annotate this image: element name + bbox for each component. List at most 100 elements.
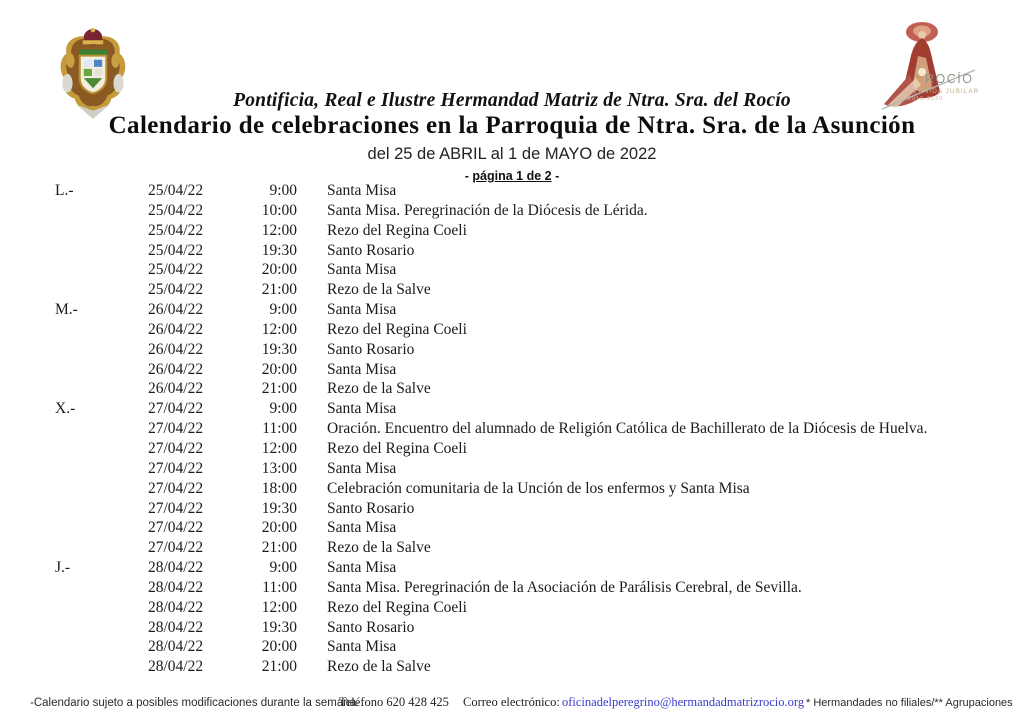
time-cell: 12:00 bbox=[261, 320, 297, 338]
column-gap bbox=[297, 598, 327, 618]
time-cell: 21:00 bbox=[261, 658, 297, 676]
date-cell: 25/04/22 bbox=[148, 201, 204, 219]
time-cell: 12:00 bbox=[261, 439, 297, 457]
event-cell: Santa Misa. Peregrinación de la Asociaci… bbox=[327, 578, 802, 596]
column-gap bbox=[297, 181, 327, 201]
table-row: L.- 25/04/22 9:00 Santa Misa bbox=[55, 181, 1007, 201]
day-cell bbox=[55, 419, 148, 439]
day-cell bbox=[55, 618, 148, 638]
day-cell bbox=[55, 598, 148, 618]
date-cell: 27/04/22 bbox=[148, 439, 204, 457]
date-cell: 28/04/22 bbox=[148, 658, 204, 676]
date-cell: 26/04/22 bbox=[148, 301, 204, 319]
time-cell: 20:00 bbox=[261, 638, 297, 656]
time-cell: 11:00 bbox=[262, 420, 297, 438]
day-cell bbox=[55, 657, 148, 677]
event-cell: Rezo de la Salve bbox=[327, 658, 431, 676]
column-gap bbox=[297, 280, 327, 300]
event-cell: Santa Misa. Peregrinación de la Diócesis… bbox=[327, 201, 648, 219]
table-row: 25/04/22 19:30 Santo Rosario bbox=[55, 241, 1007, 261]
time-cell: 12:00 bbox=[261, 598, 297, 616]
table-row: 25/04/22 20:00 Santa Misa bbox=[55, 260, 1007, 280]
table-row: 28/04/22 11:00 Santa Misa. Peregrinación… bbox=[55, 578, 1007, 598]
column-gap bbox=[297, 578, 327, 598]
day-cell bbox=[55, 499, 148, 519]
date-cell: 28/04/22 bbox=[148, 559, 204, 577]
time-cell: 13:00 bbox=[261, 459, 297, 477]
column-gap bbox=[297, 320, 327, 340]
column-gap bbox=[297, 618, 327, 638]
event-cell: Santa Misa bbox=[327, 459, 397, 477]
date-cell: 25/04/22 bbox=[148, 261, 204, 279]
time-cell: 21:00 bbox=[261, 380, 297, 398]
event-cell: Celebración comunitaria de la Unción de … bbox=[327, 479, 750, 497]
column-gap bbox=[297, 241, 327, 261]
table-row: 26/04/22 21:00 Rezo de la Salve bbox=[55, 379, 1007, 399]
column-gap bbox=[297, 300, 327, 320]
column-gap bbox=[297, 379, 327, 399]
day-cell bbox=[55, 340, 148, 360]
date-cell: 27/04/22 bbox=[148, 420, 204, 438]
footer-legend: * Hermandades no filiales/** Agrupacione… bbox=[806, 697, 1013, 709]
day-cell: L.- bbox=[55, 182, 74, 199]
date-cell: 28/04/22 bbox=[148, 638, 204, 656]
date-cell: 26/04/22 bbox=[148, 340, 204, 358]
table-row: 26/04/22 12:00 Rezo del Regina Coeli bbox=[55, 320, 1007, 340]
date-cell: 27/04/22 bbox=[148, 499, 204, 517]
day-cell bbox=[55, 201, 148, 221]
date-cell: 25/04/22 bbox=[148, 241, 204, 259]
time-cell: 9:00 bbox=[269, 559, 297, 577]
time-cell: 19:30 bbox=[261, 618, 297, 636]
day-cell bbox=[55, 221, 148, 241]
column-gap bbox=[297, 360, 327, 380]
table-row: 28/04/22 12:00 Rezo del Regina Coeli bbox=[55, 598, 1007, 618]
hermandad-crest-icon bbox=[60, 27, 126, 119]
schedule-table: L.- 25/04/22 9:00 Santa Misa 25/04/22 10… bbox=[55, 181, 1007, 677]
footer-disclaimer: -Calendario sujeto a posibles modificaci… bbox=[30, 697, 360, 709]
organization-title: Pontificia, Real e Ilustre Hermandad Mat… bbox=[233, 90, 791, 111]
event-cell: Santo Rosario bbox=[327, 499, 415, 517]
column-gap bbox=[297, 657, 327, 677]
rocio-venida-jubilar-logo: ROCÍO VENIDA JUBILAR 2019-2020 bbox=[881, 22, 979, 110]
table-row: 27/04/22 19:30 Santo Rosario bbox=[55, 499, 1007, 519]
event-cell: Rezo del Regina Coeli bbox=[327, 221, 467, 239]
table-row: 25/04/22 10:00 Santa Misa. Peregrinación… bbox=[55, 201, 1007, 221]
table-row: 28/04/22 19:30 Santo Rosario bbox=[55, 618, 1007, 638]
table-row: X.- 27/04/22 9:00 Santa Misa bbox=[55, 399, 1007, 419]
footer-email-link[interactable]: oficinadelperegrino@hermandadmatrizrocio… bbox=[562, 695, 805, 709]
day-cell bbox=[55, 538, 148, 558]
event-cell: Oración. Encuentro del alumnado de Relig… bbox=[327, 420, 928, 438]
date-cell: 26/04/22 bbox=[148, 380, 204, 398]
table-row: 26/04/22 19:30 Santo Rosario bbox=[55, 340, 1007, 360]
date-cell: 27/04/22 bbox=[148, 479, 204, 497]
day-cell bbox=[55, 379, 148, 399]
column-gap bbox=[297, 459, 327, 479]
pagination: - página 1 de 2 - bbox=[0, 169, 1024, 183]
event-cell: Rezo del Regina Coeli bbox=[327, 320, 467, 338]
column-gap bbox=[297, 439, 327, 459]
table-row: 27/04/22 20:00 Santa Misa bbox=[55, 518, 1007, 538]
event-cell: Rezo del Regina Coeli bbox=[327, 598, 467, 616]
table-row: M.- 26/04/22 9:00 Santa Misa bbox=[55, 300, 1007, 320]
time-cell: 20:00 bbox=[261, 519, 297, 537]
time-cell: 10:00 bbox=[261, 201, 297, 219]
date-cell: 28/04/22 bbox=[148, 598, 204, 616]
table-row: 27/04/22 18:00 Celebración comunitaria d… bbox=[55, 479, 1007, 499]
event-cell: Santa Misa bbox=[327, 182, 397, 199]
column-gap bbox=[297, 538, 327, 558]
date-cell: 28/04/22 bbox=[148, 578, 204, 596]
date-cell: 27/04/22 bbox=[148, 519, 204, 537]
event-cell: Rezo de la Salve bbox=[327, 539, 431, 557]
event-cell: Santo Rosario bbox=[327, 241, 415, 259]
day-cell: M.- bbox=[55, 301, 78, 319]
date-cell: 25/04/22 bbox=[148, 281, 204, 299]
day-cell bbox=[55, 459, 148, 479]
jubilar-subtitle: VENIDA JUBILAR bbox=[913, 88, 979, 95]
event-cell: Santa Misa bbox=[327, 261, 397, 279]
table-row: 26/04/22 20:00 Santa Misa bbox=[55, 360, 1007, 380]
event-cell: Santa Misa bbox=[327, 301, 397, 319]
day-cell bbox=[55, 578, 148, 598]
table-row: J.- 28/04/22 9:00 Santa Misa bbox=[55, 558, 1007, 578]
date-cell: 27/04/22 bbox=[148, 459, 204, 477]
